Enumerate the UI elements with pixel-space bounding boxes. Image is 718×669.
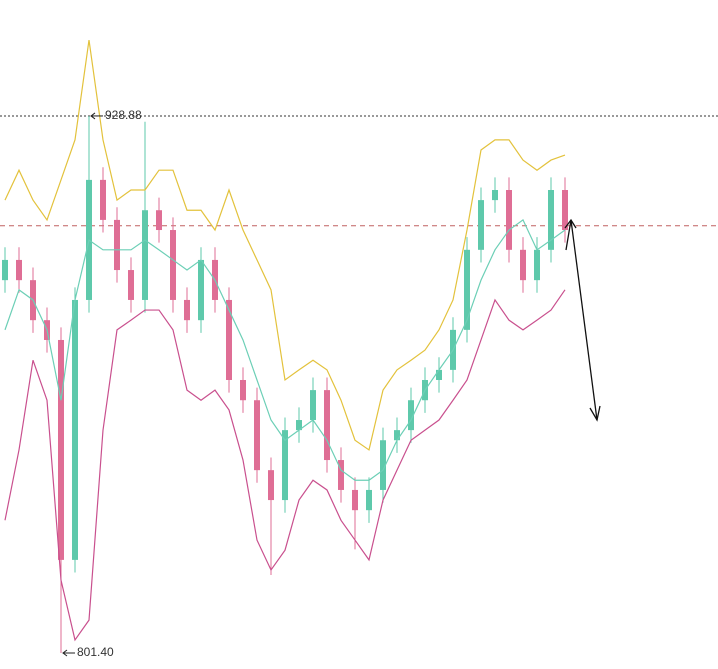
candle-body <box>394 430 400 441</box>
candle-body <box>282 430 288 501</box>
arrow-head <box>564 218 577 229</box>
candle-body <box>478 200 484 250</box>
candle-body <box>16 259 22 281</box>
candle-body <box>72 299 78 560</box>
candle-body <box>380 440 386 490</box>
candle-body <box>268 470 274 501</box>
candle-body <box>296 420 302 431</box>
annotation-arrow-head <box>90 112 96 120</box>
candle-body <box>310 390 316 421</box>
band-line <box>4 289 566 642</box>
candle-body <box>254 400 260 471</box>
candle-body <box>562 189 568 231</box>
candle-body <box>170 230 176 300</box>
candle-body <box>100 179 106 220</box>
annotation-label: 928.88 <box>105 108 142 122</box>
projection-arrow <box>564 218 601 422</box>
band-line <box>4 218 566 481</box>
candle-body <box>534 249 540 281</box>
arrow-head <box>589 405 601 422</box>
arrow-line <box>565 219 598 421</box>
candle-body <box>492 189 498 201</box>
plot: 928.88 801.40 <box>0 39 718 659</box>
candle-body <box>184 299 190 321</box>
candle-body <box>436 369 442 380</box>
candle-body <box>156 210 162 231</box>
candle-body <box>226 299 232 380</box>
candle-body <box>520 249 526 281</box>
candle-body <box>142 210 148 300</box>
candle-body <box>408 400 414 431</box>
candle-body <box>114 219 120 271</box>
annotation-label: 801.40 <box>77 645 114 659</box>
candle-body <box>366 489 372 511</box>
annotation-arrow-head <box>62 649 68 657</box>
candle-body <box>58 339 64 560</box>
candle-body <box>198 259 204 321</box>
candle-body <box>352 489 358 511</box>
candle-body <box>338 460 344 490</box>
band-line <box>4 39 566 451</box>
candle-body <box>506 189 512 250</box>
candle-body <box>240 379 246 401</box>
candle-body <box>324 390 330 461</box>
candle-body <box>2 259 8 281</box>
candle-body <box>548 189 554 250</box>
candle-body <box>128 270 134 300</box>
candle-body <box>464 249 470 330</box>
